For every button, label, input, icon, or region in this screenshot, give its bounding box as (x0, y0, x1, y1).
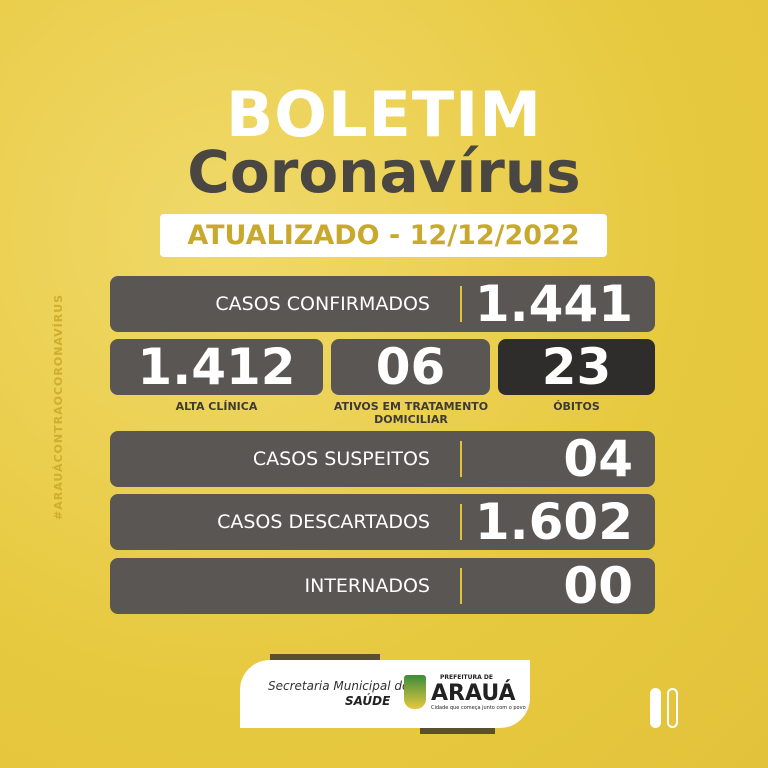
deaths-label: ÓBITOS (553, 400, 600, 413)
hospitalized-row: INTERNADOS 00 (110, 558, 655, 614)
subtitle: Coronavírus (187, 138, 581, 206)
confirmed-cases-row: CASOS CONFIRMADOS 1.441 (110, 276, 655, 332)
active-label: ATIVOS EM TRATAMENTO DOMICILIAR (333, 400, 489, 426)
recovered-box: 1.412 (110, 339, 323, 395)
row-label: CASOS SUSPEITOS (252, 448, 430, 470)
row-label: INTERNADOS (304, 575, 431, 597)
hashtag: #ARAUÁCONTRAOCORONAVÍRUS (52, 293, 65, 520)
divider (460, 286, 462, 322)
title: BOLETIM (226, 78, 542, 151)
row-value: 04 (563, 430, 633, 488)
divider (460, 441, 462, 477)
footer-accent-bar (270, 654, 380, 660)
active-box: 06 (331, 339, 490, 395)
suspected-cases-row: CASOS SUSPEITOS 04 (110, 431, 655, 487)
saude-text: SAÚDE (345, 694, 391, 708)
footer-accent-bar (420, 728, 495, 734)
deaths-box: 23 (498, 339, 655, 395)
prefeitura-text: PREFEITURA DE (440, 674, 493, 681)
city-crest-icon (404, 675, 426, 709)
update-date-badge: ATUALIZADO - 12/12/2022 (160, 214, 607, 257)
divider (460, 568, 462, 604)
row-value: 00 (563, 557, 633, 615)
brand-mark-icon (650, 688, 680, 728)
discarded-cases-row: CASOS DESCARTADOS 1.602 (110, 494, 655, 550)
slogan: Cidade que começa junto com o povo (431, 705, 526, 711)
secretaria-text: Secretaria Municipal de (268, 679, 410, 693)
divider (460, 504, 462, 540)
row-value: 1.441 (474, 275, 633, 333)
row-label: CASOS CONFIRMADOS (215, 293, 430, 315)
footer-card (240, 660, 530, 728)
city-logo: ARAUÁ (431, 681, 516, 706)
recovered-label: ALTA CLÍNICA (175, 400, 258, 413)
row-value: 1.602 (474, 493, 633, 551)
row-label: CASOS DESCARTADOS (217, 511, 430, 533)
